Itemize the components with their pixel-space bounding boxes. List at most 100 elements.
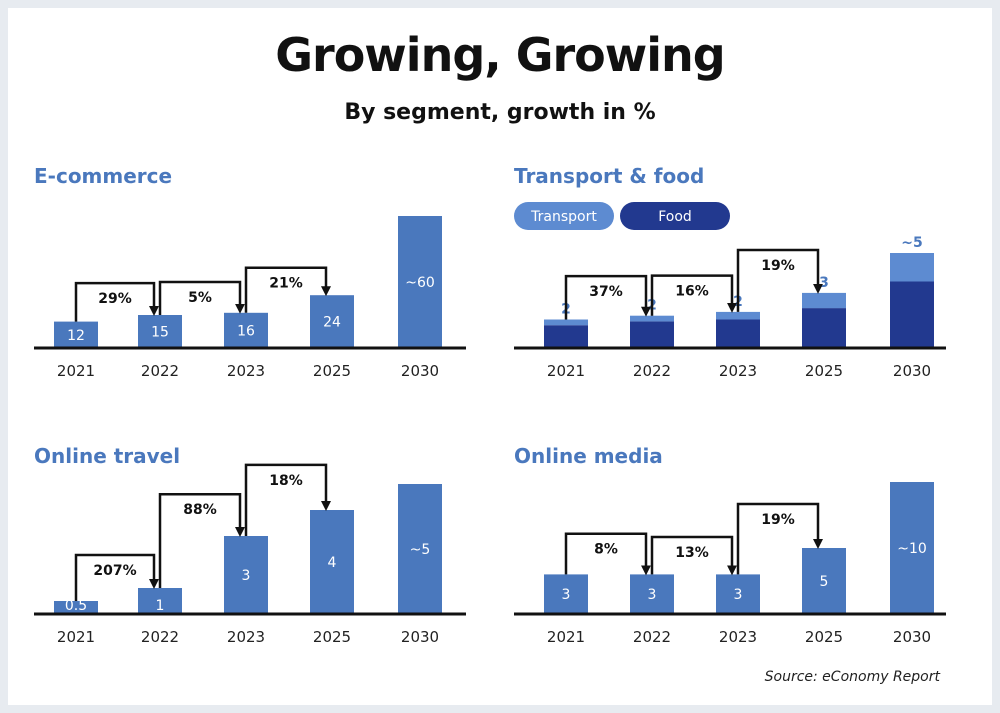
bar-food	[544, 325, 588, 348]
bar	[398, 484, 442, 614]
x-tick-label: 2022	[141, 628, 179, 646]
bar-food	[630, 321, 674, 348]
legend-food-label: Food	[658, 209, 692, 225]
bar	[138, 588, 182, 614]
growth-label: 16%	[675, 284, 709, 300]
bar	[310, 510, 354, 614]
growth-arrow: 18%	[244, 463, 331, 536]
growth-arrow: 19%	[736, 502, 823, 575]
bar	[716, 574, 760, 614]
bar-value-label: 1	[156, 598, 165, 614]
bar	[630, 574, 674, 614]
growth-arrow-line	[650, 274, 737, 316]
x-tick-label: 2023	[227, 362, 265, 380]
bar	[890, 482, 934, 614]
growth-label: 88%	[183, 502, 217, 518]
bar-transport	[544, 319, 588, 326]
page-subtitle: By segment, growth in %	[344, 100, 656, 125]
bar	[224, 312, 268, 348]
x-tick-label: 2030	[893, 362, 931, 380]
chart-title: Transport & food	[514, 164, 704, 188]
chart-title: Online travel	[34, 444, 180, 468]
legend: Transport Food	[514, 202, 730, 230]
x-tick-label: 2021	[547, 628, 585, 646]
bar-value-label: 5	[820, 574, 829, 590]
bar	[54, 321, 98, 348]
growth-label: 29%	[98, 291, 132, 307]
x-tick-label: 2021	[547, 362, 585, 380]
growth-arrow: 88%	[158, 492, 245, 588]
x-tick-label: 2025	[805, 362, 843, 380]
total-label: 3	[819, 275, 829, 291]
bar-transport	[716, 311, 760, 320]
bar-food	[716, 319, 760, 348]
growth-arrow-line	[736, 502, 823, 575]
growth-arrow-line	[158, 492, 245, 588]
x-tick-label: 2030	[401, 628, 439, 646]
bar	[224, 536, 268, 614]
growth-arrow-line	[564, 274, 651, 320]
bar-value-label: ~5	[410, 542, 431, 558]
growth-label: 5%	[188, 290, 212, 306]
growth-arrow: 37%	[564, 274, 651, 320]
bar	[802, 548, 846, 614]
ecommerce-chart: E-commerce 12 2021 15 2022 16 2023 24 2025 ~60 203…	[34, 164, 466, 380]
growth-label: 19%	[761, 258, 795, 274]
bar-transport	[890, 253, 934, 282]
x-tick-label: 2022	[141, 362, 179, 380]
bar-value-label: 15	[151, 325, 169, 341]
x-tick-label: 2025	[313, 362, 351, 380]
chart-title: E-commerce	[34, 164, 172, 188]
bar	[544, 574, 588, 614]
growth-arrow: 13%	[650, 535, 737, 576]
bar-value-label: 3	[242, 568, 251, 584]
growth-arrow-line	[158, 280, 245, 315]
page-title: Growing, Growing	[275, 28, 725, 82]
growth-arrow: 19%	[736, 248, 823, 312]
legend-transport-label: Transport	[530, 209, 597, 225]
growth-arrow: 5%	[158, 280, 245, 315]
bar-value-label: 3	[734, 587, 743, 603]
growth-arrow: 29%	[74, 281, 159, 322]
x-tick-label: 2023	[719, 628, 757, 646]
x-tick-label: 2023	[719, 362, 757, 380]
growth-arrow-line	[244, 266, 331, 313]
x-tick-label: 2023	[227, 628, 265, 646]
x-tick-label: 2021	[57, 628, 95, 646]
bar-value-label: 24	[323, 315, 341, 331]
legend-transport-swatch	[514, 202, 614, 230]
bar-value-label: 3	[648, 587, 657, 603]
bar-transport	[630, 315, 674, 322]
bar-transport	[802, 292, 846, 309]
bar-food	[890, 281, 934, 348]
growth-arrow-line	[564, 532, 651, 576]
growth-label: 13%	[675, 545, 709, 561]
total-label: ~5	[901, 235, 922, 251]
growth-label: 8%	[594, 542, 618, 558]
x-tick-label: 2022	[633, 628, 671, 646]
growth-arrow-line	[736, 248, 823, 312]
x-tick-label: 2022	[633, 362, 671, 380]
growth-label: 19%	[761, 512, 795, 528]
bar-value-label: 12	[67, 328, 85, 344]
bar	[398, 216, 442, 348]
online-media-chart: Online media 3 2021 3 2022 3 2023 5 2025 ~10 2030 8…	[514, 444, 946, 646]
bar	[138, 315, 182, 348]
x-tick-label: 2025	[313, 628, 351, 646]
growth-arrow: 207%	[74, 553, 159, 601]
bar-value-label: 4	[328, 555, 337, 571]
x-tick-label: 2030	[401, 362, 439, 380]
x-tick-label: 2021	[57, 362, 95, 380]
chart-title: Online media	[514, 444, 663, 468]
source-note: Source: eConomy Report	[764, 669, 940, 685]
growth-label: 18%	[269, 473, 303, 489]
legend-food-swatch	[620, 202, 730, 230]
x-tick-label: 2025	[805, 628, 843, 646]
growth-arrow: 8%	[564, 532, 651, 576]
x-tick-label: 2030	[893, 628, 931, 646]
growth-arrow-line	[650, 535, 737, 576]
growth-arrow-line	[74, 553, 159, 601]
growth-arrow: 16%	[650, 274, 737, 316]
